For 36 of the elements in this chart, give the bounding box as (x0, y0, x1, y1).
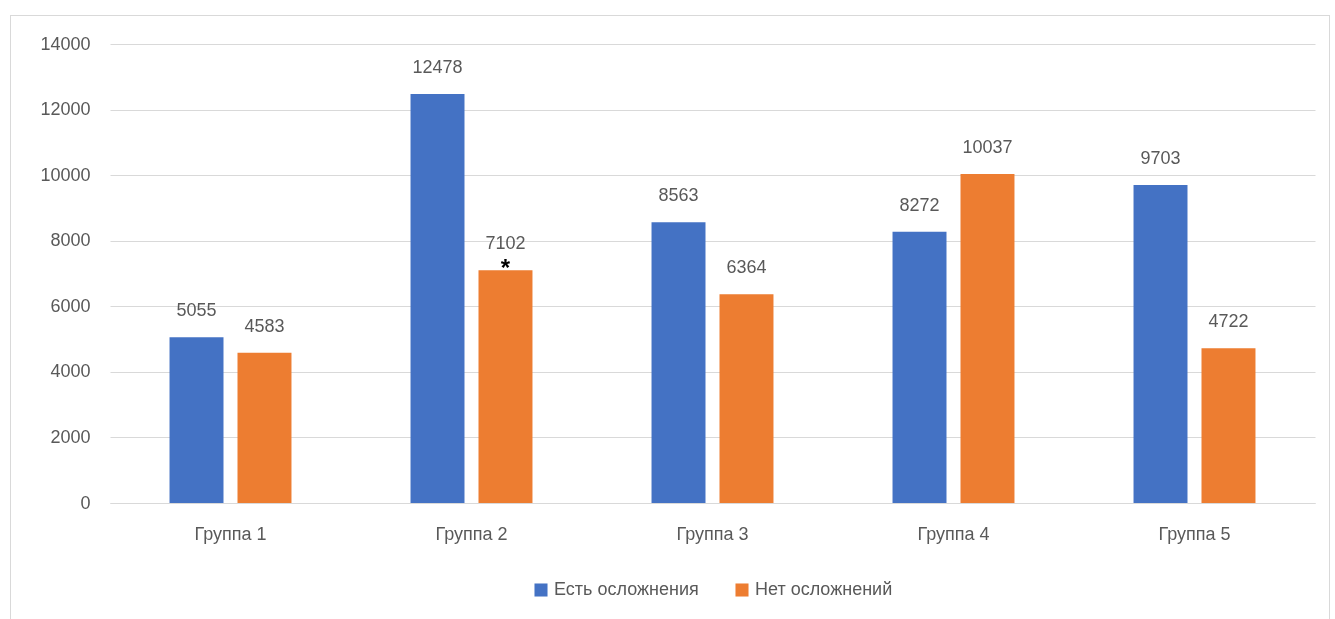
data-label: 8563 (658, 185, 699, 206)
bar (237, 352, 292, 503)
data-label: 8272 (899, 194, 940, 215)
y-tick-label: 0 (80, 492, 91, 513)
data-label: 10037 (962, 136, 1013, 157)
y-tick-label: 8000 (50, 230, 91, 251)
y-tick-label: 2000 (50, 426, 91, 447)
data-label: 7102 (485, 233, 526, 254)
bar (1133, 184, 1188, 503)
annotation: * (500, 254, 511, 282)
y-tick-label: 4000 (50, 361, 91, 382)
data-label: 12478 (412, 56, 463, 77)
x-tick-label: Группа 3 (676, 523, 749, 544)
data-label: 9703 (1140, 147, 1181, 168)
x-tick-label: Группа 5 (1158, 523, 1231, 544)
data-label: 4583 (244, 315, 285, 336)
legend-label: Нет осложнений (755, 579, 893, 599)
bar (651, 222, 706, 503)
legend-label: Есть осложнения (554, 579, 699, 599)
y-tick-label: 10000 (40, 164, 91, 185)
bar (169, 337, 224, 503)
data-label: 4722 (1208, 311, 1249, 332)
y-tick-label: 12000 (40, 99, 91, 120)
y-tick-label: 6000 (50, 295, 91, 316)
bar (960, 173, 1015, 503)
data-label: 6364 (726, 257, 767, 278)
bar (478, 270, 533, 503)
bar (892, 231, 947, 503)
x-tick-label: Группа 4 (917, 523, 990, 544)
bar (719, 294, 774, 503)
x-tick-label: Группа 1 (194, 523, 267, 544)
bar (410, 93, 465, 503)
bar (1201, 348, 1256, 503)
data-label: 5055 (176, 300, 217, 321)
y-tick-label: 14000 (40, 33, 91, 54)
x-tick-label: Группа 2 (435, 523, 508, 544)
